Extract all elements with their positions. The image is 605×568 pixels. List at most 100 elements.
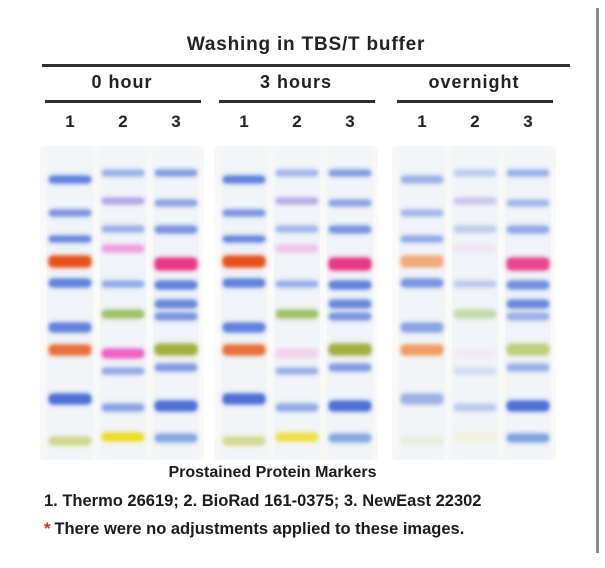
- gel-lane: [327, 146, 373, 460]
- protein-band: [329, 434, 371, 442]
- protein-band: [49, 279, 91, 287]
- protein-band: [223, 345, 265, 355]
- protein-band: [49, 236, 91, 242]
- lane-number: 2: [292, 112, 302, 131]
- gel-lane: [47, 146, 93, 460]
- gel-lane: [100, 146, 146, 460]
- protein-band: [401, 394, 443, 404]
- protein-band: [155, 226, 197, 233]
- protein-band: [102, 281, 144, 287]
- protein-band: [454, 226, 496, 232]
- protein-band: [276, 310, 318, 318]
- lane-number: 2: [470, 112, 480, 131]
- protein-band: [102, 368, 144, 374]
- protein-band: [49, 176, 91, 183]
- right-divider-line: [596, 8, 599, 553]
- protein-band: [49, 437, 91, 445]
- protein-band: [102, 226, 144, 232]
- lane-number: 1: [239, 112, 249, 131]
- protein-band: [329, 226, 371, 233]
- protein-band: [507, 200, 549, 206]
- title-underline: [42, 64, 570, 67]
- group-underline: [397, 100, 553, 103]
- protein-band: [454, 404, 496, 411]
- protein-band: [329, 281, 371, 289]
- protein-band: [329, 364, 371, 371]
- figure-caption: Prostained Protein Markers: [168, 464, 377, 481]
- protein-band: [507, 170, 549, 176]
- gel-image: [40, 146, 204, 460]
- protein-band: [329, 344, 371, 355]
- protein-band: [329, 300, 371, 308]
- protein-band: [507, 313, 549, 320]
- protein-band: [155, 300, 197, 308]
- gel-lane: [452, 146, 498, 460]
- protein-band: [276, 198, 318, 204]
- protein-band: [223, 437, 265, 445]
- protein-band: [507, 281, 549, 289]
- protein-band: [102, 433, 144, 441]
- protein-band: [401, 279, 443, 287]
- protein-band: [223, 279, 265, 287]
- protein-band: [223, 394, 265, 404]
- protein-band: [155, 401, 197, 411]
- protein-band: [155, 258, 197, 270]
- protein-band: [276, 349, 318, 358]
- footnote: * There were no adjustments applied to th…: [44, 520, 464, 539]
- protein-band: [223, 256, 265, 267]
- protein-band: [401, 176, 443, 183]
- protein-band: [155, 344, 197, 355]
- lane-number: 1: [65, 112, 75, 131]
- gel-lane: [274, 146, 320, 460]
- protein-band: [276, 404, 318, 411]
- gel-lane: [221, 146, 267, 460]
- protein-band: [401, 437, 443, 445]
- figure-title: Washing in TBS/T buffer: [186, 34, 426, 55]
- gel-image: [392, 146, 556, 460]
- protein-band: [401, 256, 443, 267]
- gel-lane: [505, 146, 551, 460]
- footnote-text: There were no adjustments applied to the…: [54, 520, 465, 538]
- protein-band: [155, 313, 197, 320]
- lane-legend: 1. Thermo 26619; 2. BioRad 161-0375; 3. …: [44, 492, 482, 510]
- protein-band: [276, 368, 318, 374]
- protein-band: [329, 200, 371, 206]
- protein-band: [329, 313, 371, 320]
- lane-number: 1: [417, 112, 427, 131]
- protein-band: [223, 323, 265, 332]
- protein-band: [507, 258, 549, 270]
- protein-band: [454, 281, 496, 287]
- protein-band: [507, 226, 549, 233]
- lane-number: 2: [118, 112, 128, 131]
- protein-band: [102, 198, 144, 204]
- group-label: 3 hours: [259, 72, 332, 92]
- protein-band: [49, 394, 91, 404]
- protein-band: [454, 368, 496, 374]
- protein-band: [49, 210, 91, 216]
- protein-band: [49, 345, 91, 355]
- protein-band: [454, 198, 496, 204]
- group-underline: [45, 100, 201, 103]
- protein-band: [454, 245, 496, 252]
- gel-lane: [153, 146, 199, 460]
- protein-band: [507, 401, 549, 411]
- group-underline: [219, 100, 375, 103]
- protein-band: [276, 281, 318, 287]
- protein-band: [454, 170, 496, 176]
- protein-band: [223, 210, 265, 216]
- protein-band: [276, 245, 318, 252]
- protein-band: [223, 176, 265, 183]
- protein-band: [155, 281, 197, 289]
- protein-band: [401, 345, 443, 355]
- protein-band: [401, 210, 443, 216]
- protein-band: [454, 310, 496, 318]
- protein-band: [102, 404, 144, 411]
- protein-band: [102, 310, 144, 318]
- protein-band: [276, 170, 318, 176]
- protein-band: [454, 349, 496, 358]
- protein-band: [223, 236, 265, 242]
- protein-band: [507, 364, 549, 371]
- protein-band: [102, 349, 144, 358]
- lane-number: 3: [171, 112, 181, 131]
